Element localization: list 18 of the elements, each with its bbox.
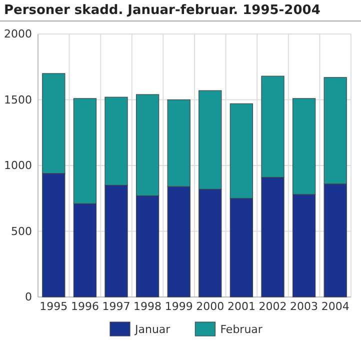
chart-title: Personer skadd. Januar-februar. 1995-2004 — [4, 3, 320, 18]
x-tick-label: 2001 — [227, 300, 256, 313]
y-tick-label: 0 — [25, 290, 32, 304]
x-tick-label: 1997 — [102, 300, 130, 313]
legend-label: Februar — [220, 323, 263, 336]
y-tick-label: 500 — [11, 224, 32, 238]
x-tick-label: 2003 — [290, 300, 318, 313]
y-tick-label: 1000 — [4, 159, 32, 172]
x-tick-label: 1996 — [70, 300, 99, 313]
x-tick-label: 1999 — [164, 300, 193, 313]
x-tick-label: 2004 — [321, 300, 350, 313]
y-tick-label: 2000 — [4, 28, 32, 41]
x-tick-label: 2002 — [258, 300, 287, 313]
x-tick-label: 2000 — [196, 300, 224, 313]
x-tick-label: 1995 — [40, 300, 68, 313]
x-tick-label: 1998 — [134, 300, 162, 313]
y-tick-label: 1500 — [4, 93, 32, 106]
legend-label: Januar — [134, 323, 171, 336]
